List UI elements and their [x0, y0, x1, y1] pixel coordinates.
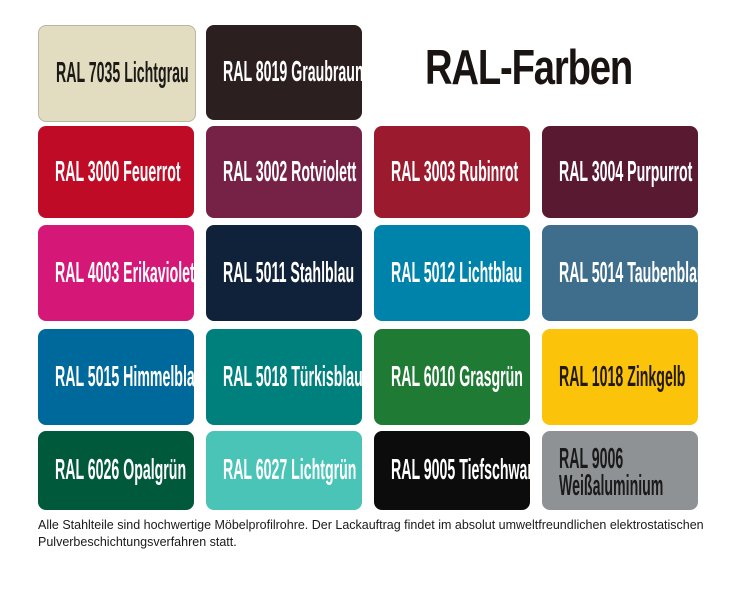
svg-text:RAL 5011 Stahlblau: RAL 5011 Stahlblau	[223, 257, 354, 289]
svg-text:RAL 3004 Purpurrot: RAL 3004 Purpurrot	[559, 156, 693, 188]
svg-text:RAL 9005 Tiefschwarz: RAL 9005 Tiefschwarz	[391, 454, 540, 486]
svg-text:RAL 3002 Rotviolett: RAL 3002 Rotviolett	[223, 156, 357, 188]
svg-text:RAL 5014 Taubenblau: RAL 5014 Taubenblau	[559, 257, 706, 289]
svg-text:RAL 8019 Graubraun: RAL 8019 Graubraun	[223, 56, 364, 88]
svg-text:RAL 5012 Lichtblau: RAL 5012 Lichtblau	[391, 257, 522, 289]
svg-text:Weißaluminium: Weißaluminium	[559, 470, 663, 502]
svg-text:RAL 3000 Feuerrot: RAL 3000 Feuerrot	[55, 156, 181, 188]
svg-text:RAL 7035 Lichtgrau: RAL 7035 Lichtgrau	[56, 57, 189, 89]
svg-text:RAL 6010 Grasgrün: RAL 6010 Grasgrün	[391, 361, 523, 393]
svg-text:RAL 6026 Opalgrün: RAL 6026 Opalgrün	[55, 454, 186, 486]
svg-text:RAL 6027 Lichtgrün: RAL 6027 Lichtgrün	[223, 454, 356, 486]
svg-text:RAL 5015 Himmelblau: RAL 5015 Himmelblau	[55, 361, 203, 393]
svg-text:RAL 4003 Erikaviolettt: RAL 4003 Erikaviolettt	[55, 257, 204, 289]
svg-text:RAL 5018 Türkisblau: RAL 5018 Türkisblau	[223, 361, 363, 393]
svg-text:RAL 3003 Rubinrot: RAL 3003 Rubinrot	[391, 156, 518, 188]
svg-text:RAL 1018 Zinkgelb: RAL 1018 Zinkgelb	[559, 361, 685, 393]
